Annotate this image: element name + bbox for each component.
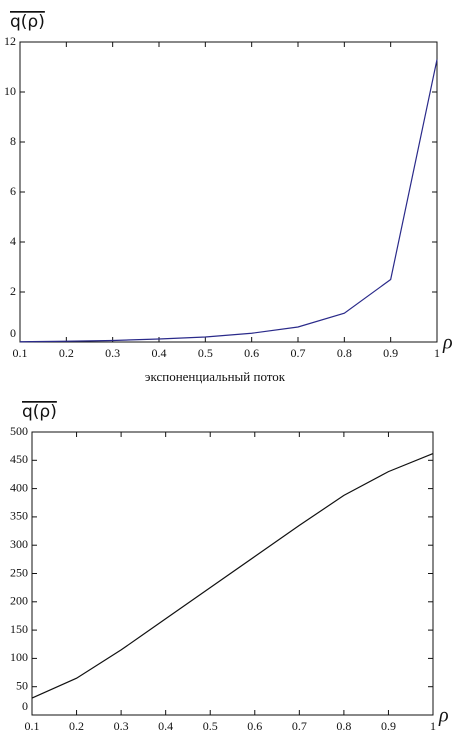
caption: экспоненциальный поток: [145, 369, 286, 384]
x-tick-label: 1: [430, 719, 436, 733]
y-tick-label: 350: [10, 509, 28, 523]
x-tick-label: 0.7: [292, 719, 307, 733]
y-tick-label: 6: [10, 184, 16, 198]
y-axis-label: q(ρ): [22, 402, 57, 422]
x-tick-label: 0.4: [158, 719, 173, 733]
x-tick-label: 0.2: [69, 719, 84, 733]
x-tick-label: 1: [434, 346, 440, 360]
plot-frame: [19, 41, 438, 343]
y-tick-label: 400: [10, 480, 28, 494]
y-tick-label: 150: [10, 622, 28, 636]
y-tick-label: 300: [10, 537, 28, 551]
y-tick-label: 4: [10, 234, 16, 248]
x-tick-label: 0.1: [13, 346, 28, 360]
y-tick-label: 200: [10, 594, 28, 608]
x-tick-label: 0.1: [25, 719, 40, 733]
y-tick-label: 0: [10, 326, 16, 340]
y-tick-label: 10: [4, 84, 16, 98]
x-axis-label: ρ: [438, 705, 449, 727]
x-tick-label: 0.3: [105, 346, 120, 360]
x-tick-label: 0.5: [198, 346, 213, 360]
y-tick-label: 2: [10, 284, 16, 298]
y-tick-label: 250: [10, 565, 28, 579]
y-tick-label: 12: [4, 34, 16, 48]
x-tick-label: 0.6: [247, 719, 262, 733]
data-line: [19, 59, 438, 343]
x-axis-label: ρ: [442, 332, 453, 354]
y-axis-label: q(ρ): [10, 12, 45, 32]
y-tick-label: 450: [10, 452, 28, 466]
data-line: [31, 452, 434, 699]
y-tick-label: 100: [10, 650, 28, 664]
x-tick-label: 0.8: [337, 346, 352, 360]
y-tick-label: 0: [22, 699, 28, 713]
x-tick-label: 0.9: [383, 346, 398, 360]
x-tick-label: 0.4: [152, 346, 167, 360]
y-tick-label: 50: [16, 678, 28, 692]
plot-frame: [31, 431, 434, 716]
x-tick-label: 0.3: [114, 719, 129, 733]
y-tick-label: 500: [10, 424, 28, 438]
x-tick-label: 0.8: [336, 719, 351, 733]
x-tick-label: 0.9: [381, 719, 396, 733]
x-tick-label: 0.5: [203, 719, 218, 733]
y-tick-label: 8: [10, 134, 16, 148]
x-tick-label: 0.2: [59, 346, 74, 360]
x-tick-label: 0.7: [291, 346, 306, 360]
x-tick-label: 0.6: [244, 346, 259, 360]
